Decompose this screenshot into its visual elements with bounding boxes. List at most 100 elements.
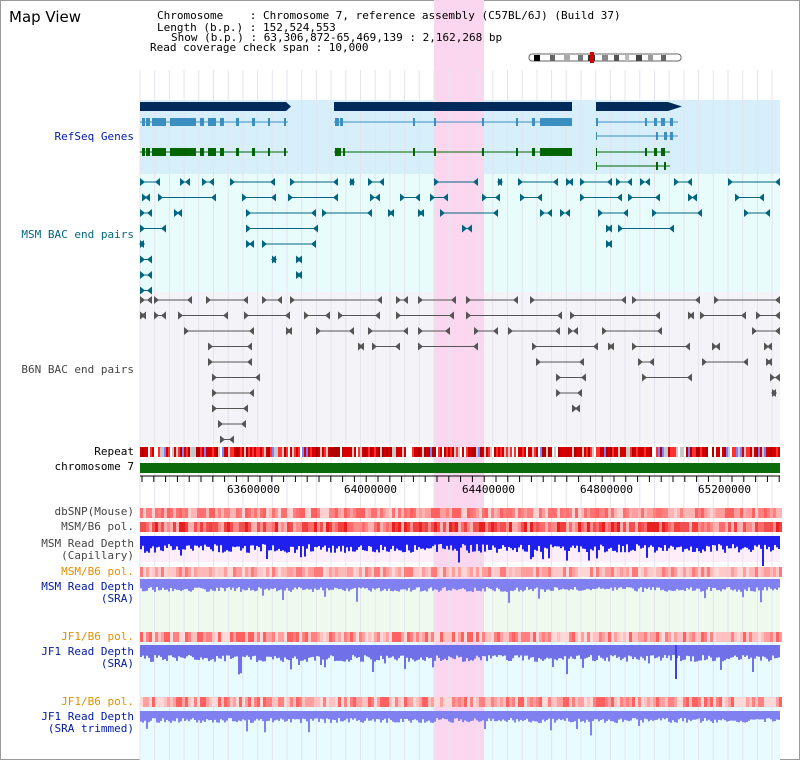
depth-bar	[586, 645, 588, 658]
depth-bar	[426, 579, 428, 592]
repeat-segment	[240, 447, 242, 457]
depth-bar	[160, 711, 162, 721]
heat-cell	[734, 567, 737, 577]
heat-cell	[680, 522, 683, 532]
bac-end-marker	[770, 373, 775, 382]
depth-bar	[170, 536, 172, 547]
depth-bar	[626, 579, 628, 588]
bac-end-marker	[741, 311, 746, 320]
chromosome-ideogram[interactable]	[528, 52, 684, 64]
heat-cell	[197, 567, 200, 577]
heat-cell	[728, 632, 731, 642]
depth-bar	[166, 579, 168, 590]
heat-cell	[248, 508, 251, 518]
exon	[236, 118, 239, 126]
depth-bar	[666, 579, 668, 592]
depth-bar	[628, 536, 630, 553]
heat-cell	[557, 567, 560, 577]
depth-bar	[458, 536, 460, 563]
depth-bar	[404, 536, 406, 552]
label-msm-pol-2: MSM/B6 pol.	[61, 565, 134, 578]
heat-cell	[416, 567, 419, 577]
depth-bar	[636, 536, 638, 545]
depth-bar	[432, 711, 434, 723]
heat-cell	[371, 697, 374, 707]
depth-bar	[748, 645, 750, 660]
depth-bar	[420, 711, 422, 723]
depth-bar	[554, 711, 556, 723]
repeat-segment	[476, 447, 478, 457]
depth-bar	[432, 579, 434, 591]
heat-cell	[515, 697, 518, 707]
repeat-segment	[304, 447, 306, 457]
depth-bar	[530, 645, 532, 658]
depth-bar	[758, 579, 760, 591]
heat-cell	[239, 632, 242, 642]
bac-end-marker	[140, 255, 145, 264]
depth-bar	[752, 645, 754, 672]
heat-cell	[164, 508, 167, 518]
depth-bar	[512, 645, 514, 659]
depth-bar	[576, 645, 578, 656]
bac-end-marker	[434, 178, 439, 186]
heat-cell	[560, 508, 563, 518]
depth-bar	[610, 645, 612, 656]
repeat-segment	[586, 447, 588, 457]
repeat-segment	[762, 447, 764, 457]
heat-cell	[452, 567, 455, 577]
depth-bar	[614, 536, 616, 551]
heat-cell	[572, 508, 575, 518]
repeat-segment	[276, 447, 278, 457]
depth-bar	[624, 645, 626, 658]
heat-cell	[461, 567, 464, 577]
depth-bar	[286, 536, 288, 553]
depth-bar	[184, 579, 186, 590]
heat-cell	[749, 632, 752, 642]
depth-bar	[662, 536, 664, 551]
heat-cell	[509, 567, 512, 577]
depth-bar	[592, 579, 594, 589]
repeat-segment	[624, 447, 626, 457]
gene-arrow	[286, 102, 291, 111]
heat-cell	[713, 567, 716, 577]
depth-bar	[448, 579, 450, 591]
heat-cell	[656, 632, 659, 642]
heat-cell	[353, 567, 356, 577]
heat-cell	[575, 697, 578, 707]
bac-end-marker	[140, 209, 145, 217]
repeat-segment	[578, 447, 580, 457]
depth-bar	[556, 711, 558, 721]
depth-bar	[332, 645, 334, 657]
heat-cell	[290, 508, 293, 518]
depth-bar	[650, 536, 652, 546]
heat-cell	[227, 522, 230, 532]
depth-bar	[458, 579, 460, 590]
heat-cell	[650, 567, 653, 577]
bac-end-marker	[764, 342, 769, 351]
depth-bar	[472, 536, 474, 552]
heat-cell	[716, 697, 719, 707]
repeat-segment	[432, 447, 434, 457]
depth-bar	[500, 536, 502, 549]
heat-cell	[197, 697, 200, 707]
heat-cell	[635, 508, 638, 518]
heat-cell	[275, 522, 278, 532]
heat-cell	[590, 697, 593, 707]
repeat-segment	[328, 447, 330, 457]
heat-cell	[689, 508, 692, 518]
depth-bar	[340, 579, 342, 589]
heat-cell	[632, 508, 635, 518]
heat-cell	[446, 522, 449, 532]
heat-cell	[347, 522, 350, 532]
depth-bar	[550, 711, 552, 731]
heat-cell	[545, 508, 548, 518]
depth-bar	[746, 536, 748, 548]
heat-cell	[380, 508, 383, 518]
repeat-segment	[394, 447, 396, 457]
depth-bar	[262, 711, 264, 722]
repeat-segment	[272, 447, 274, 457]
heat-cell	[275, 567, 278, 577]
depth-bar	[756, 579, 758, 588]
exon	[596, 118, 598, 126]
